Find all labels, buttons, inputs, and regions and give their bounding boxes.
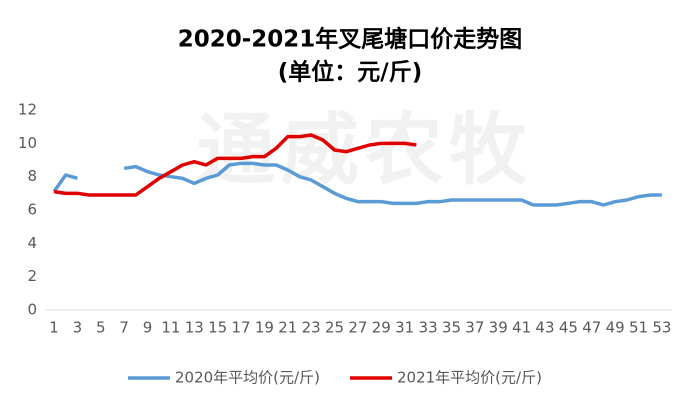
x-tick-label: 45 bbox=[559, 319, 578, 337]
x-tick-label: 31 bbox=[395, 319, 414, 337]
x-tick-label: 29 bbox=[372, 319, 391, 337]
x-tick-label: 53 bbox=[652, 319, 671, 337]
chart-title: 2020-2021年叉尾塘口价走势图 bbox=[178, 26, 523, 53]
x-tick-label: 43 bbox=[535, 319, 554, 337]
x-tick-label: 33 bbox=[419, 319, 438, 337]
series-line bbox=[52, 161, 662, 207]
x-tick-label: 17 bbox=[231, 319, 250, 337]
y-tick-label: 12 bbox=[18, 101, 37, 119]
x-tick-label: 27 bbox=[348, 319, 367, 337]
x-tick-label: 5 bbox=[96, 319, 106, 337]
legend-label: 2021年平均价(元/斤) bbox=[397, 369, 542, 387]
legend-label: 2020年平均价(元/斤) bbox=[175, 369, 320, 387]
y-tick-label: 0 bbox=[27, 301, 37, 319]
x-tick-label: 13 bbox=[185, 319, 204, 337]
x-tick-label: 37 bbox=[465, 319, 484, 337]
watermark: 通威农牧 bbox=[197, 105, 533, 195]
x-tick-label: 23 bbox=[302, 319, 321, 337]
x-tick-label: 35 bbox=[442, 319, 461, 337]
x-tick-label: 41 bbox=[512, 319, 531, 337]
y-tick-label: 4 bbox=[27, 234, 37, 252]
x-tick-label: 15 bbox=[208, 319, 227, 337]
y-tick-label: 6 bbox=[27, 201, 37, 219]
x-tick-label: 3 bbox=[73, 319, 83, 337]
x-tick-label: 49 bbox=[606, 319, 625, 337]
y-tick-label: 8 bbox=[27, 167, 37, 185]
x-tick-label: 21 bbox=[278, 319, 297, 337]
y-tick-label: 10 bbox=[18, 134, 37, 152]
chart-subtitle: (单位：元/斤) bbox=[278, 59, 422, 86]
x-tick-label: 25 bbox=[325, 319, 344, 337]
x-tick-label: 51 bbox=[629, 319, 648, 337]
y-tick-label: 2 bbox=[27, 267, 37, 285]
series-line bbox=[53, 133, 417, 197]
x-tick-label: 47 bbox=[582, 319, 601, 337]
x-tick-label: 7 bbox=[119, 319, 129, 337]
x-tick-label: 39 bbox=[489, 319, 508, 337]
x-tick-label: 19 bbox=[255, 319, 274, 337]
x-tick-label: 9 bbox=[143, 319, 153, 337]
x-tick-label: 11 bbox=[161, 319, 180, 337]
x-tick-label: 1 bbox=[49, 319, 59, 337]
